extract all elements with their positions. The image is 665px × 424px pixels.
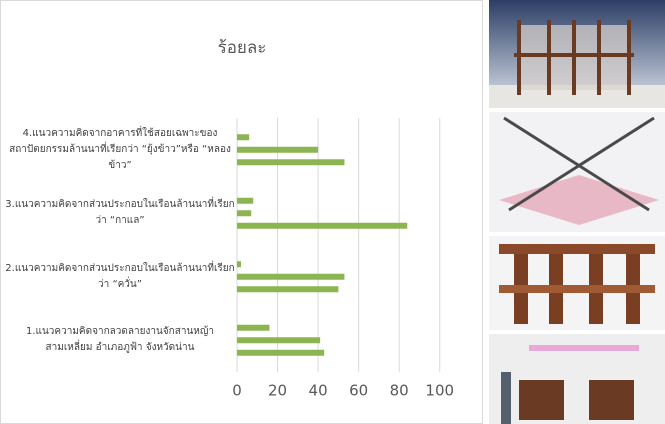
x-tick-label: 100	[425, 382, 454, 400]
bar	[237, 349, 325, 356]
images	[489, 0, 665, 424]
x-tick-label: 80	[390, 382, 409, 400]
bar	[237, 273, 345, 280]
chart-title: ร้อยละ	[218, 38, 267, 58]
y-tick-label: 3.แนวความคิดจากส่วนประกอบในเรือนล้านนาที…	[5, 199, 235, 227]
bar	[237, 210, 252, 217]
bar	[237, 134, 250, 141]
bar	[237, 261, 242, 268]
y-tick-label: 1.แนวความคิดจากลวดลายงานจักสานหญ้าสามเหล…	[25, 326, 215, 354]
image-4	[489, 334, 665, 424]
chart: ร้อยละ 0 20 40 60 80 100	[0, 0, 483, 424]
y-tick-label: 2.แนวความคิดจากส่วนประกอบในเรือนล้านนาที…	[5, 262, 235, 290]
image-1	[489, 0, 665, 108]
x-tick-label: 60	[349, 382, 368, 400]
x-tick-label: 20	[268, 382, 287, 400]
x-tick-label: 40	[309, 382, 328, 400]
bar	[237, 222, 408, 229]
x-tick-label: 0	[232, 382, 242, 400]
image-2	[489, 112, 665, 232]
image-3	[489, 236, 665, 330]
bar	[237, 197, 254, 204]
bar	[237, 337, 321, 344]
bar	[237, 286, 339, 293]
bar	[237, 146, 319, 153]
y-tick-label: 4.แนวความคิดจากอาคารที่ใช้สอยเฉพาะของสถา…	[9, 127, 231, 171]
bar	[237, 324, 270, 331]
bar	[237, 159, 345, 166]
